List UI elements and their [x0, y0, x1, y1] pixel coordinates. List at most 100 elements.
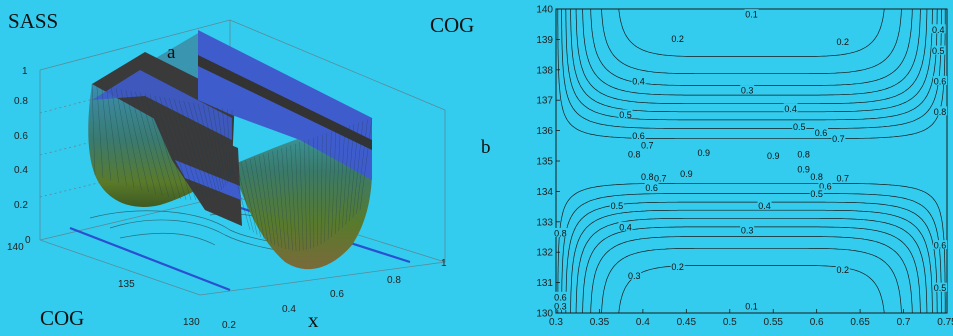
contour-plot-frame	[555, 8, 948, 314]
mesh-line	[222, 108, 230, 181]
contour-label: 0.5	[932, 46, 945, 56]
mesh-line	[101, 85, 112, 181]
mesh-line	[313, 137, 315, 248]
panel-a-label: a	[167, 42, 176, 63]
contour-label: 0.3	[741, 225, 754, 235]
contour-label: 0.3	[628, 271, 641, 281]
x-tick-label: 0.65	[850, 317, 870, 328]
contour-label-bg	[744, 9, 759, 19]
mesh-line	[286, 146, 293, 251]
contour-label: 0.8	[628, 149, 641, 159]
contour-label-bg	[670, 261, 685, 271]
contour-label-bg	[831, 133, 846, 143]
mesh-line	[212, 106, 226, 186]
mesh-line	[144, 93, 176, 199]
contour-label-bg	[933, 282, 948, 292]
mesh-line	[217, 107, 228, 184]
contour-label: 0.9	[680, 169, 693, 179]
contour-label: 0.2	[836, 265, 849, 275]
mesh-line	[258, 155, 272, 244]
mesh-line	[263, 154, 276, 246]
contour-label: 0.8	[934, 107, 947, 117]
y-tick-label: 130	[536, 309, 553, 320]
surface-blue-band-front	[175, 160, 241, 200]
contour-label-bg	[640, 139, 655, 149]
contour-label: 0.5	[611, 201, 624, 211]
contour-label-bg	[796, 148, 811, 158]
x-tick-label: 0.2	[222, 320, 236, 331]
contour-label: 0.5	[619, 110, 632, 120]
cog-tick-label: 140	[7, 242, 24, 253]
mesh-line	[249, 158, 265, 240]
contour-label-bg	[631, 75, 646, 85]
panel-b-label: b	[481, 137, 491, 158]
contour-label-bg	[679, 168, 694, 178]
contour-label: 0.6	[632, 131, 645, 141]
x-tick-label: 0.6	[330, 289, 344, 300]
contour-label: 0.8	[554, 228, 567, 238]
mesh-line	[290, 145, 297, 251]
contour-label: 0.6	[934, 241, 947, 251]
contour-line-0-6	[570, 9, 933, 313]
contour-label-bg	[553, 291, 568, 301]
cog-label-bottom: COG	[40, 306, 84, 330]
mesh-line	[345, 124, 355, 225]
contour-label: 0.6	[819, 181, 832, 191]
y-tick-label: 138	[536, 65, 553, 76]
contour-label: 0.3	[741, 86, 754, 96]
y-tick-label: 133	[536, 217, 553, 228]
mesh-line	[338, 127, 346, 232]
mesh-line	[352, 121, 364, 218]
mesh-line	[240, 161, 258, 235]
contour-y-ticks: 130 131 132 133 134 135 136 137 138 139 140	[536, 5, 560, 320]
contour-label-bg	[640, 171, 655, 181]
contour-label: 0.6	[815, 128, 828, 138]
contour-label: 0.8	[810, 172, 823, 182]
contour-label: 0.6	[934, 76, 947, 86]
z-tick-label: 0.2	[14, 200, 28, 211]
contour-label-bg	[835, 264, 850, 274]
z-axis-ticks: 1 0.8 0.6 0.4 0.2 0	[14, 66, 31, 246]
mesh-line	[202, 104, 222, 191]
contour-label: 0.5	[810, 189, 823, 199]
mesh-line	[154, 95, 187, 200]
x-tick-label: 0.8	[387, 275, 401, 286]
contour-label-bg	[644, 182, 659, 192]
contour-label-bg	[553, 227, 568, 237]
surface-mesh-lines	[91, 83, 373, 251]
mesh-line	[231, 164, 251, 231]
y-tick-label: 135	[536, 157, 553, 168]
contour-line-0-2	[601, 8, 902, 314]
mesh-line	[140, 92, 169, 198]
mesh-line	[198, 103, 220, 193]
mesh-line	[188, 101, 215, 196]
mesh-line	[320, 134, 323, 245]
contour-label-bg	[757, 200, 772, 210]
contour-label-bg	[740, 224, 755, 234]
mesh-line	[324, 133, 328, 242]
mesh-line	[135, 92, 163, 196]
mesh-line	[254, 157, 268, 242]
mesh-line	[125, 90, 149, 193]
contour-label: 0.9	[767, 151, 780, 161]
x-tick-label: 0.5	[723, 317, 737, 328]
x-tick-label: 1	[441, 258, 447, 269]
mesh-line	[207, 105, 225, 188]
contour-labels: 0.10.2 0.20.30.40.40.50.50.60.70.60.70.8 0…	[553, 9, 948, 311]
mesh-line	[334, 128, 341, 235]
mesh-line	[327, 131, 332, 240]
contour-label: 0.2	[836, 37, 849, 47]
contour-label-bg	[653, 173, 668, 183]
z-tick-label: 1	[22, 66, 28, 77]
x-axis-label: x	[308, 308, 319, 332]
contour-label: 0.6	[554, 292, 567, 302]
cog-tick-label: 135	[118, 279, 135, 290]
mesh-line	[359, 117, 373, 211]
contour-label: 0.8	[641, 172, 654, 182]
x-tick-label: 0.45	[677, 317, 697, 328]
contour-label-bg	[618, 109, 633, 119]
contour-label-bg	[933, 106, 948, 116]
mesh-line	[342, 125, 350, 228]
contour-line-0-4	[582, 9, 921, 313]
contour-label-bg	[744, 300, 759, 310]
